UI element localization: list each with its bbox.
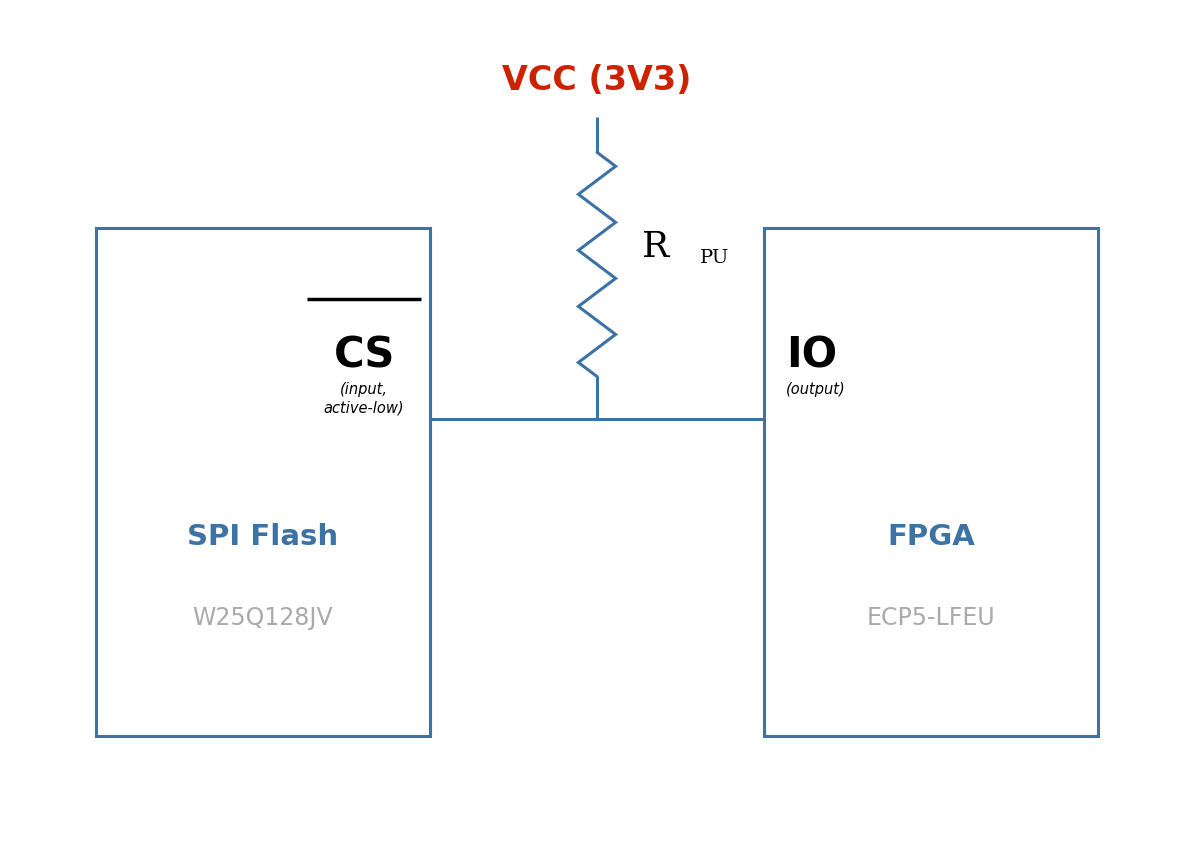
Text: FPGA: FPGA bbox=[887, 523, 975, 552]
Text: PU: PU bbox=[700, 250, 728, 267]
Text: (input,
active-low): (input, active-low) bbox=[324, 382, 405, 415]
Text: R: R bbox=[642, 230, 670, 265]
Text: IO: IO bbox=[786, 334, 837, 376]
Text: VCC (3V3): VCC (3V3) bbox=[503, 63, 691, 97]
Text: ECP5-LFEU: ECP5-LFEU bbox=[867, 606, 996, 629]
Bar bbox=[96, 228, 430, 736]
Bar bbox=[764, 228, 1098, 736]
Text: W25Q128JV: W25Q128JV bbox=[192, 606, 333, 629]
Text: SPI Flash: SPI Flash bbox=[187, 523, 338, 552]
Text: CS: CS bbox=[333, 334, 395, 376]
Text: (output): (output) bbox=[786, 382, 845, 397]
